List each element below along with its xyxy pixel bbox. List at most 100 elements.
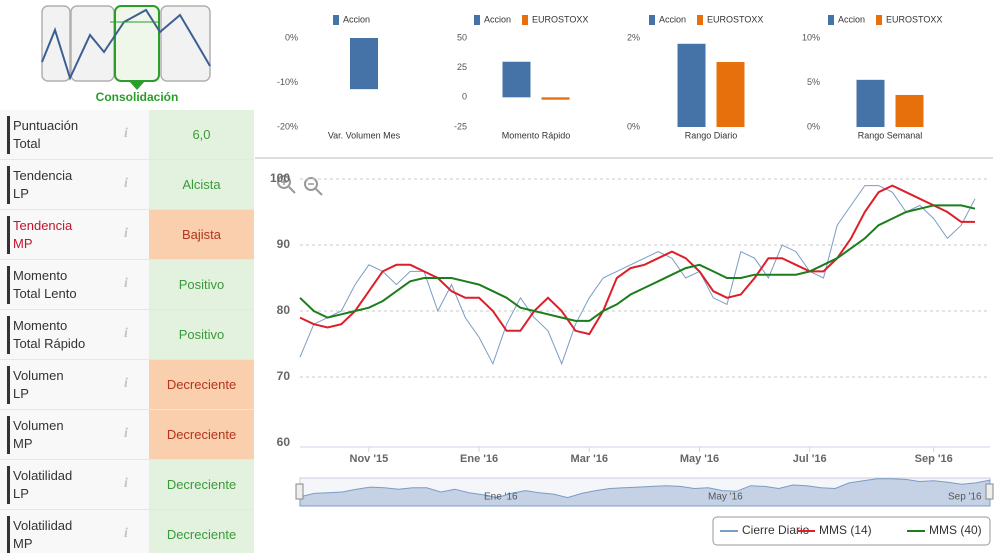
y-tick-label: 25 — [457, 62, 467, 72]
info-icon[interactable]: i — [124, 426, 128, 441]
legend-label: EUROSTOXX — [532, 14, 588, 24]
legend-swatch — [522, 15, 528, 25]
bar — [716, 62, 745, 127]
y-tick-label: 0 — [462, 92, 467, 102]
bar — [677, 43, 706, 127]
axis-label: Var. Volumen Mes — [328, 130, 401, 140]
axis-label: Rango Semanal — [858, 130, 923, 140]
indicator-label: Tendencia LP — [13, 168, 73, 201]
legend-box — [712, 516, 991, 546]
legend-label: Cierre Diario — [742, 523, 810, 537]
info-icon[interactable]: i — [124, 226, 128, 241]
y-tick-label: 5% — [807, 77, 820, 87]
navigator-label: May '16 — [708, 492, 743, 503]
legend-label: MMS (40) — [929, 523, 982, 537]
indicator-row: Volatilidad MP i Decreciente — [0, 510, 254, 553]
x-tick-label: Jul '16 — [793, 453, 827, 465]
legend-label: Accion — [838, 14, 865, 24]
legend-label: EUROSTOXX — [707, 14, 763, 24]
indicator-row: Tendencia LP i Alcista — [0, 160, 254, 210]
pattern-label: Consolidación — [96, 90, 179, 104]
y-tick-label: 70 — [277, 369, 291, 383]
row-marker — [7, 466, 10, 504]
indicator-label: Volumen LP — [13, 368, 64, 401]
navigator-handle[interactable] — [295, 483, 304, 500]
row-marker — [7, 516, 10, 553]
navigator-area — [299, 478, 991, 507]
info-icon[interactable]: i — [124, 126, 128, 141]
row-marker — [7, 316, 10, 354]
indicator-label: Volatilidad MP — [13, 518, 73, 551]
indicator-value: Decreciente — [149, 460, 254, 509]
y-tick-label: 0% — [627, 121, 640, 131]
zoom-out[interactable] — [304, 177, 323, 196]
indicator-value: Positivo — [149, 310, 254, 359]
navigator-handle[interactable] — [985, 483, 994, 500]
info-icon[interactable]: i — [124, 526, 128, 541]
info-icon[interactable]: i — [124, 176, 128, 191]
navigator-label: Sep '16 — [948, 492, 982, 503]
indicator-value: Alcista — [149, 160, 254, 209]
zoom-in[interactable] — [277, 175, 296, 194]
y-tick-label: 80 — [277, 303, 291, 317]
indicator-value: Decreciente — [149, 360, 254, 409]
indicator-label: Momento Total Rápido — [13, 318, 86, 351]
y-tick-label: -10% — [277, 77, 298, 87]
indicator-value: 6,0 — [149, 110, 254, 159]
legend-label: Accion — [343, 14, 370, 24]
legend-swatch — [828, 15, 834, 25]
indicator-row: Volumen MP i Decreciente — [0, 410, 254, 460]
indicator-row: Volumen LP i Decreciente — [0, 360, 254, 410]
x-tick-label: May '16 — [680, 453, 719, 465]
y-tick-label: 50 — [457, 32, 467, 42]
legend-label: Accion — [659, 14, 686, 24]
bar — [895, 94, 924, 127]
indicator-label: Momento Total Lento — [13, 268, 77, 301]
indicator-value: Bajista — [149, 210, 254, 259]
y-tick-label: -25 — [454, 121, 467, 131]
y-tick-label: 10% — [802, 32, 820, 42]
legend-swatch — [474, 15, 480, 25]
series-line — [299, 204, 976, 322]
axis-label: Rango Diario — [685, 130, 738, 140]
legend-swatch — [876, 15, 882, 25]
bar — [350, 38, 378, 90]
indicator-value: Decreciente — [149, 510, 254, 553]
y-tick-label: 100 — [270, 171, 290, 185]
indicator-label: Tendencia MP — [13, 218, 73, 251]
indicator-row: Puntuación Total i 6,0 — [0, 110, 254, 160]
navigator-label: Ene '16 — [484, 492, 518, 503]
legend-swatch — [697, 15, 703, 25]
y-tick-label: 2% — [627, 32, 640, 42]
row-marker — [7, 366, 10, 404]
y-tick-label: 90 — [277, 237, 291, 251]
series-line — [299, 184, 975, 336]
axis-label: Momento Rápido — [502, 130, 571, 140]
x-tick-label: Nov '15 — [350, 453, 389, 465]
info-icon[interactable]: i — [124, 276, 128, 291]
bar — [856, 79, 885, 127]
row-marker — [7, 216, 10, 254]
x-tick-label: Mar '16 — [571, 453, 608, 465]
info-icon[interactable]: i — [124, 326, 128, 341]
legend-swatch — [649, 15, 655, 25]
bar — [541, 97, 570, 100]
bar — [502, 61, 531, 98]
y-tick-label: 0% — [285, 32, 298, 42]
x-tick-label: Ene '16 — [460, 453, 498, 465]
legend-swatch — [333, 15, 339, 25]
indicator-row: Momento Total Rápido i Positivo — [0, 310, 254, 360]
indicator-label: Volatilidad LP — [13, 468, 73, 501]
info-icon[interactable]: i — [124, 376, 128, 391]
legend-label: Accion — [484, 14, 511, 24]
y-tick-label: 60 — [277, 435, 291, 449]
legend-label: MMS (14) — [819, 523, 872, 537]
y-tick-label: -20% — [277, 121, 298, 131]
info-icon[interactable]: i — [124, 476, 128, 491]
x-tick-label: Sep '16 — [915, 453, 953, 465]
y-tick-label: 0% — [807, 121, 820, 131]
indicator-value: Decreciente — [149, 410, 254, 459]
series-line — [299, 185, 976, 366]
